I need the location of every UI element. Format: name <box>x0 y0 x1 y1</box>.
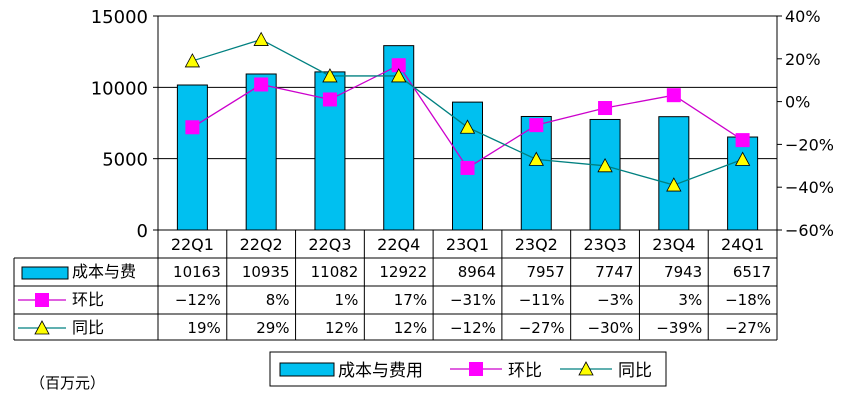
category-label: 23Q3 <box>583 235 626 254</box>
table-value: 10935 <box>242 263 290 281</box>
table-value: 29% <box>256 319 289 337</box>
table-value: 1% <box>335 291 359 309</box>
table-value: 19% <box>187 319 220 337</box>
mom-point <box>185 120 200 135</box>
table-value: 8% <box>266 291 290 309</box>
bar <box>589 118 621 231</box>
table-value: 8964 <box>458 263 496 281</box>
category-label: 23Q4 <box>652 235 695 254</box>
yoy-point <box>253 31 269 46</box>
bar <box>176 84 208 231</box>
table-value: 12% <box>325 319 358 337</box>
table-value: −18% <box>725 291 771 309</box>
left-tick-label: 5000 <box>102 150 148 171</box>
table-value: −31% <box>450 291 496 309</box>
table-value: −27% <box>519 319 565 337</box>
mom-point <box>598 101 613 116</box>
right-tick-label: −40% <box>785 178 834 197</box>
yoy-point <box>528 151 544 166</box>
yoy-point <box>459 119 476 134</box>
mom-point <box>322 92 337 107</box>
mom-point <box>735 133 750 148</box>
category-label: 24Q1 <box>721 235 764 254</box>
legend-label: 成本与费用 <box>338 361 423 381</box>
table-value: 10163 <box>173 263 221 281</box>
table-value: 7747 <box>595 263 633 281</box>
category-label: 23Q1 <box>446 235 489 254</box>
right-tick-label: 20% <box>785 50 821 69</box>
legend-yoy-marker <box>578 361 594 376</box>
yoy-point <box>734 151 751 166</box>
category-label: 22Q1 <box>171 235 214 254</box>
category-label: 22Q4 <box>377 235 420 254</box>
yoy-point <box>597 157 613 173</box>
right-tick-label: 40% <box>785 7 821 26</box>
table-value: 7957 <box>526 263 564 281</box>
left-tick-label: 10000 <box>91 78 148 99</box>
mom-point <box>529 118 544 133</box>
yoy-point <box>391 68 407 83</box>
category-label: 22Q3 <box>308 235 351 254</box>
yoy-point <box>666 177 682 192</box>
table-value: 7943 <box>664 263 702 281</box>
table-value: −12% <box>175 291 221 309</box>
yoy-point <box>184 53 201 68</box>
table-yoy-swatch-marker <box>34 320 50 335</box>
table-bar-swatch <box>21 266 69 280</box>
table-value: 12% <box>394 319 427 337</box>
left-tick-label: 0 <box>137 221 148 242</box>
table-value: −39% <box>656 319 702 337</box>
table-value: 12922 <box>379 263 427 281</box>
legend-mom-marker <box>469 362 483 376</box>
bar <box>658 116 690 231</box>
unit-note: （百万元） <box>30 374 106 392</box>
table-mom-swatch-marker <box>35 293 49 307</box>
bar <box>727 136 759 231</box>
table-value: −3% <box>597 291 633 309</box>
table-value: 17% <box>394 291 427 309</box>
bar <box>520 115 552 231</box>
right-tick-label: −60% <box>785 221 834 240</box>
right-tick-label: −20% <box>785 135 834 154</box>
table-row-label: 环比 <box>72 290 104 309</box>
bar <box>245 73 277 231</box>
table-row-label: 成本与费 <box>72 262 136 281</box>
table-row-label: 同比 <box>72 318 104 337</box>
legend-bar-swatch <box>279 362 335 377</box>
mom-point <box>460 160 475 175</box>
mom-point <box>254 77 269 92</box>
category-label: 22Q2 <box>240 235 283 254</box>
table-value: −12% <box>450 319 496 337</box>
legend-label: 环比 <box>508 361 542 381</box>
table-value: 11082 <box>311 263 359 281</box>
mom-point <box>666 88 681 103</box>
table-value: 6517 <box>733 263 771 281</box>
table-value: −27% <box>725 319 771 337</box>
right-tick-label: 0% <box>785 93 810 112</box>
table-value: −11% <box>519 291 565 309</box>
table-value: 3% <box>678 291 702 309</box>
left-tick-label: 15000 <box>91 7 148 28</box>
legend-label: 同比 <box>618 361 652 381</box>
category-label: 23Q2 <box>515 235 558 254</box>
table-value: −30% <box>588 319 634 337</box>
yoy-point <box>322 68 338 83</box>
